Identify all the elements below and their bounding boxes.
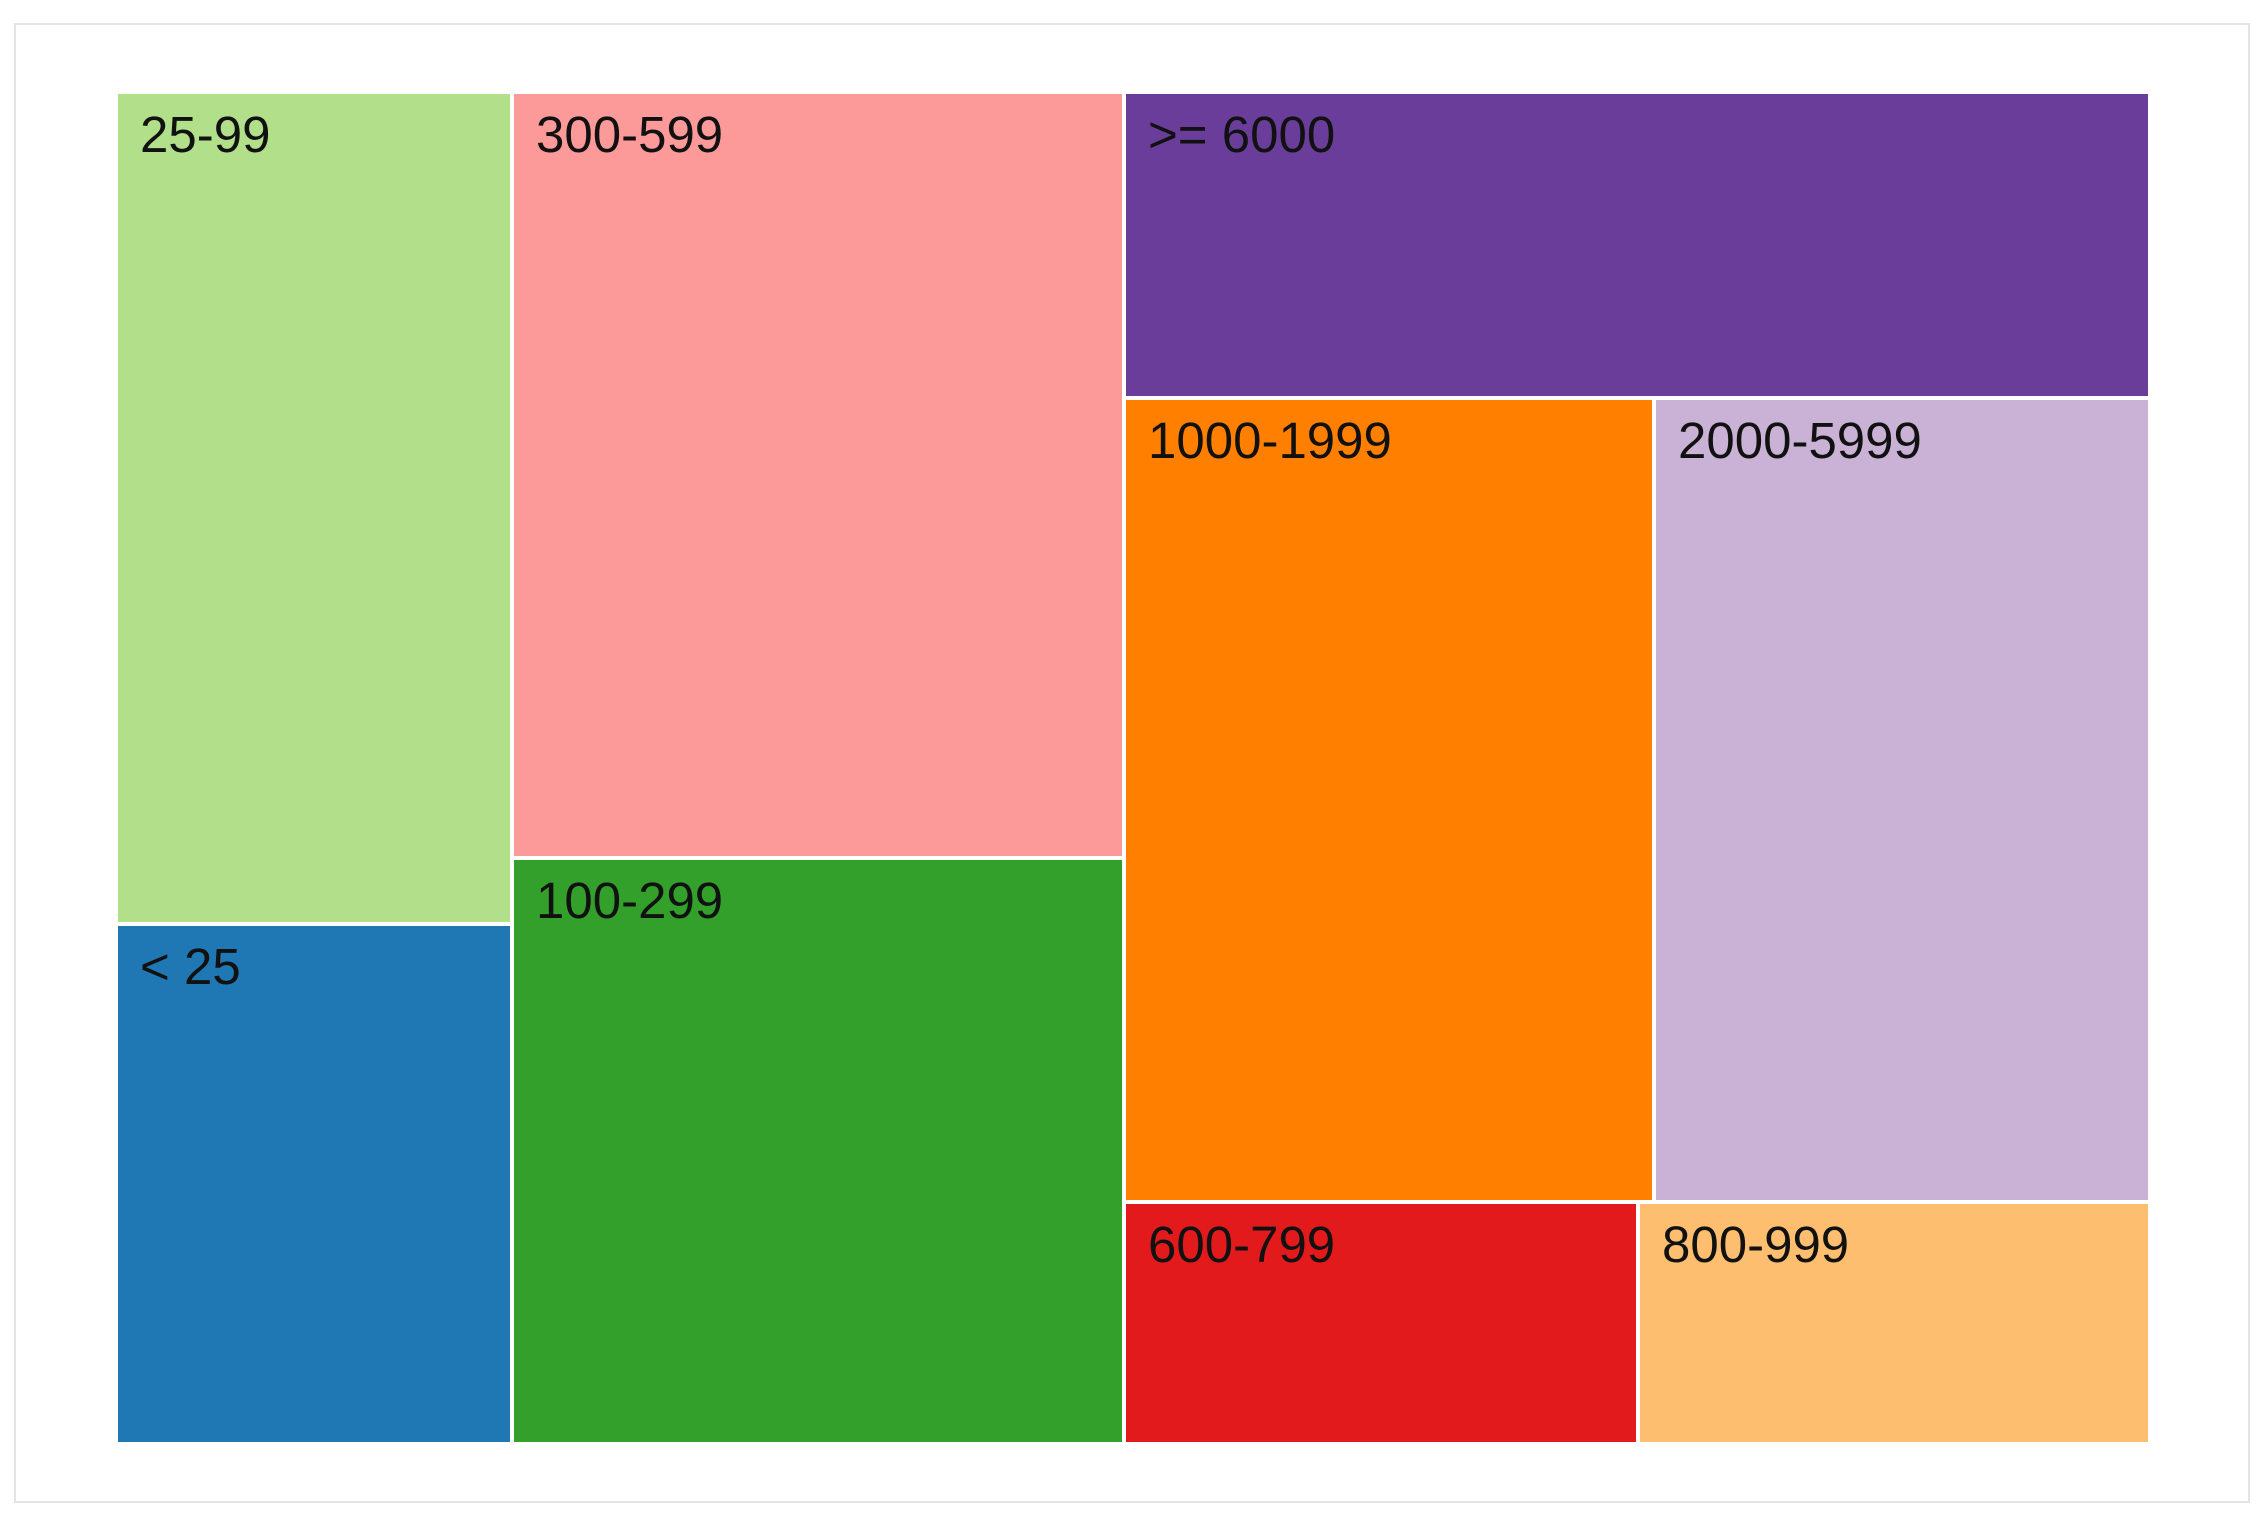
treemap-cell-300-599: 300-599 bbox=[510, 90, 1126, 860]
treemap-cell-2000-5999: 2000-5999 bbox=[1652, 396, 2152, 1204]
treemap-cell-25: < 25 bbox=[114, 922, 514, 1446]
treemap-cell-25-99: 25-99 bbox=[114, 90, 514, 926]
treemap-label: 1000-1999 bbox=[1148, 412, 1392, 469]
treemap-label: 600-799 bbox=[1148, 1216, 1335, 1273]
treemap-cell-6000: >= 6000 bbox=[1122, 90, 2152, 400]
treemap-rect bbox=[1122, 90, 2152, 400]
treemap-rect bbox=[114, 922, 514, 1446]
treemap-label: < 25 bbox=[140, 938, 241, 995]
treemap-label: 800-999 bbox=[1662, 1216, 1849, 1273]
treemap-rect bbox=[1122, 396, 1656, 1204]
treemap-cell-600-799: 600-799 bbox=[1122, 1200, 1640, 1446]
treemap-label: 2000-5999 bbox=[1678, 412, 1922, 469]
treemap-rect bbox=[510, 856, 1126, 1446]
treemap-label: 300-599 bbox=[536, 106, 723, 163]
treemap-label: 100-299 bbox=[536, 872, 723, 929]
treemap-label: 25-99 bbox=[140, 106, 270, 163]
treemap-cell-1000-1999: 1000-1999 bbox=[1122, 396, 1656, 1204]
treemap-rect bbox=[1652, 396, 2152, 1204]
treemap-rect bbox=[510, 90, 1126, 860]
treemap-rect bbox=[114, 90, 514, 926]
treemap-cell-800-999: 800-999 bbox=[1636, 1200, 2152, 1446]
treemap-cell-100-299: 100-299 bbox=[510, 856, 1126, 1446]
treemap-rect bbox=[1122, 1200, 1640, 1446]
treemap-rect bbox=[1636, 1200, 2152, 1446]
treemap-label: >= 6000 bbox=[1148, 106, 1335, 163]
